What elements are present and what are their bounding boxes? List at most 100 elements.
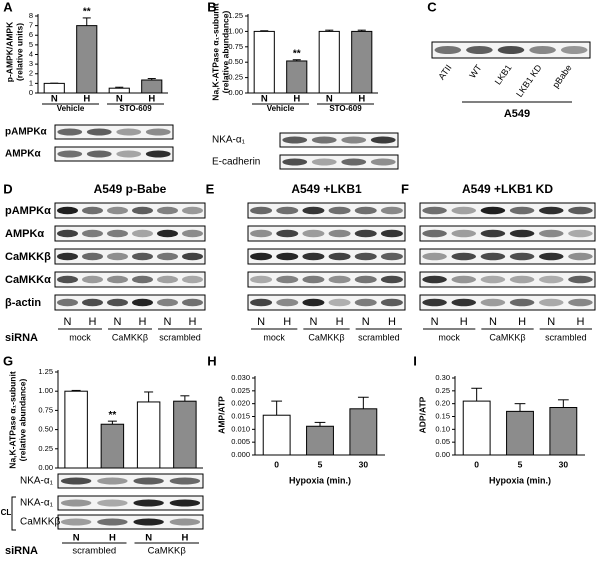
blot-band [282,158,308,166]
lane-label: WT [467,62,484,80]
blot-band [328,275,351,284]
blot-band [311,136,337,144]
blot-band [145,128,171,136]
panel-letter: G [3,353,13,368]
group-label: STO-609 [119,104,152,113]
x-axis-label: Hypoxia (min.) [489,475,551,485]
group-label: scrambled [159,332,201,342]
lane-label: H [89,316,97,328]
blot-frame [54,271,206,288]
bar [549,407,578,456]
blot-band [182,298,203,307]
y-tick-label: 0.30 [435,373,450,382]
y-tick-label: 0.05 [435,437,450,446]
blot-band [182,206,203,215]
blot-band [480,252,506,261]
x-tick-label: N [51,94,58,105]
blot-band [560,46,588,54]
blot-band [539,206,564,215]
row-label: β-actin [5,297,41,309]
blot-band [157,252,178,261]
siRNA-label: siRNA [5,545,38,557]
blot-band [57,298,78,307]
y-axis-label: (relative abundance) [17,379,27,462]
bar [173,400,197,469]
lane-label: N [114,316,122,328]
blot-band [132,206,153,215]
blot-band [107,275,128,284]
blot-band [182,275,203,284]
bar [506,410,534,456]
y-tick-label: 0.25 [228,73,243,82]
blot-band [182,252,203,261]
blot-frame [279,132,399,148]
blot-band [302,275,325,284]
row-label: CaMKKβ [5,251,51,263]
blot-band [97,477,128,485]
blot-band [422,229,447,238]
lane-label: H [518,316,526,328]
lane-label: LKB1 [493,63,514,87]
blot-band [276,206,299,215]
group-label: CaMKKβ [308,332,344,342]
y-axis-label: (relative units) [14,23,24,81]
bar [286,60,308,94]
blot-band [370,158,396,166]
panel-letter: C [427,0,437,14]
blot-frame [54,146,174,162]
blot-band [82,206,103,215]
blot-band [328,206,351,215]
blot-band [107,252,128,261]
blot-frame [54,124,174,140]
y-tick-label: 2 [29,69,33,78]
blot-band [302,298,325,307]
group-label: scrambled [358,332,400,342]
blot-band [451,298,476,307]
y-tick-label: 6 [29,30,33,39]
blot-band [497,46,525,54]
blot-band [132,298,153,307]
blot-band [107,229,128,238]
blot-band [380,229,403,238]
blot-band [133,518,164,526]
blot-band [276,275,299,284]
blot-band [169,499,201,507]
blot-band [328,298,351,307]
blot-band [422,298,447,307]
lane-label: pBabe [550,63,573,90]
blot-band [145,150,171,158]
bar [349,408,378,456]
panel-letter: F [401,181,409,196]
blot-band [157,275,178,284]
blot-band [57,275,78,284]
blot-band [354,229,377,238]
blot-band [568,298,593,307]
blot-band [133,477,164,485]
x-tick-label: H [148,94,155,105]
blot-band [354,298,377,307]
lane-label: H [388,316,396,328]
row-label: CaMKKα [5,274,51,286]
bar [108,87,130,94]
x-axis-label: Hypoxia (min.) [289,475,351,485]
blot-band [107,206,128,215]
group-label: Vehicle [267,104,295,113]
x-tick-label: 0 [474,459,479,469]
blot-band [86,150,112,158]
blot-label: CaMKKβ [20,517,60,528]
blot-band [82,275,103,284]
y-axis-label: p-AMPK/AMPK [4,21,14,82]
row-label: pAMPKα [5,205,51,217]
bar [100,423,125,469]
x-tick-label: 5 [318,459,323,469]
blot-band [539,275,564,284]
y-tick-label: 1.00 [228,26,243,35]
y-axis-label: Na,K-ATPase α₁-subunit [210,3,220,101]
blot-band [276,229,299,238]
blot-band [250,229,273,238]
y-tick-label: 0.000 [231,450,250,459]
blot-label: E-cadherin [212,157,260,168]
lane-label: H [336,316,344,328]
blot-band [169,477,201,485]
blot-band [302,229,325,238]
